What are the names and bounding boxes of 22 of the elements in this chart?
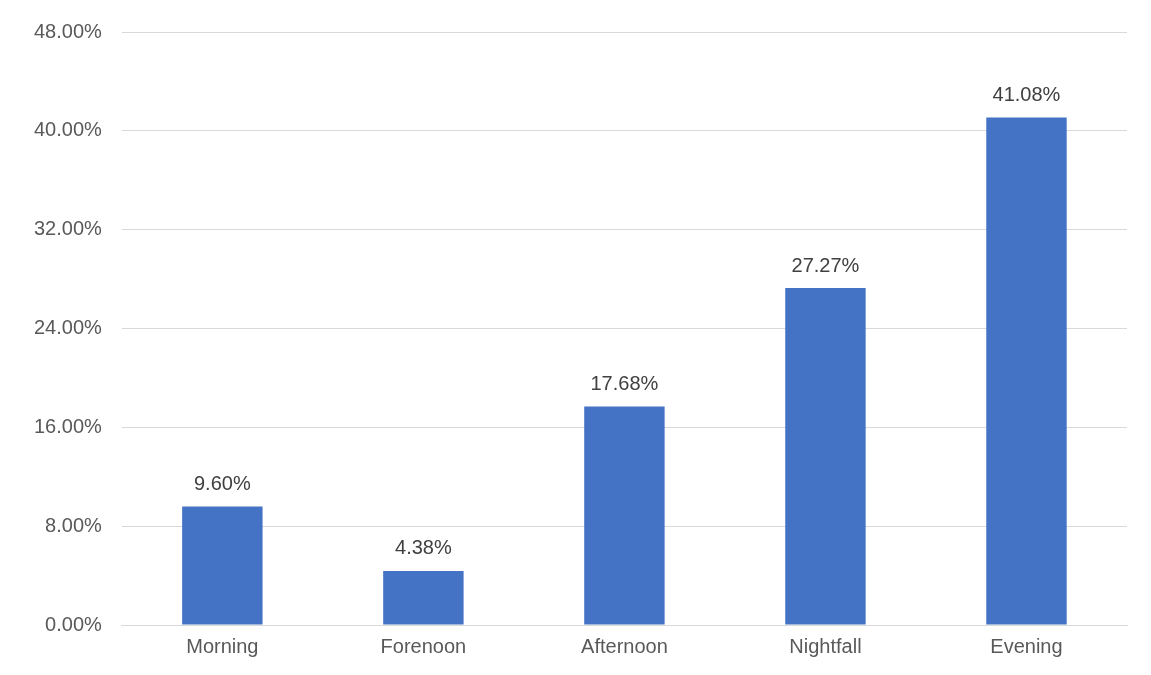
x-tick-label: Afternoon: [581, 634, 668, 657]
data-label: 41.08%: [992, 83, 1061, 106]
y-tick-label: 0.00%: [45, 612, 103, 635]
y-tick-label: 8.00%: [45, 513, 103, 536]
y-tick-label: 16.00%: [33, 414, 103, 437]
bar: [986, 117, 1067, 625]
y-tick-label: 48.00%: [33, 19, 103, 42]
data-label: 9.60%: [193, 471, 251, 494]
x-tick-label: Morning: [186, 634, 259, 657]
x-tick-label: Forenoon: [380, 634, 467, 657]
bar: [584, 406, 665, 625]
data-label: 27.27%: [791, 253, 860, 276]
bar: [383, 570, 464, 625]
data-label: 17.68%: [590, 372, 659, 395]
x-tick-label: Nightfall: [789, 634, 862, 657]
y-tick-label: 24.00%: [33, 316, 103, 339]
data-label: 4.38%: [395, 536, 452, 559]
x-tick-label: Evening: [990, 634, 1063, 657]
bar: [785, 288, 866, 625]
y-tick-label: 40.00%: [33, 118, 103, 141]
bar: [182, 506, 263, 625]
y-tick-label: 32.00%: [33, 217, 103, 240]
